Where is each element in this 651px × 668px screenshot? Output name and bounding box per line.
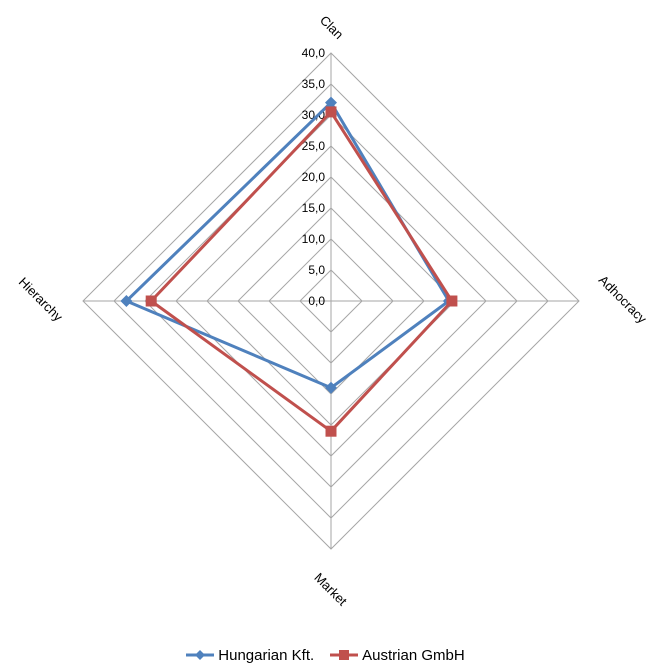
radar-chart: 0,0 5,0 10,0 15,0 20,0 25,0 30,0 35,0 40,0 Clan A…	[16, 12, 650, 609]
tick-label-2: 10,0	[302, 232, 326, 246]
legend-label-austrian: Austrian GmbH	[362, 646, 465, 664]
legend-label-hungarian: Hungarian Kft.	[218, 646, 315, 664]
tick-label-4: 20,0	[302, 170, 326, 184]
series-1-point-adhocracy	[446, 295, 458, 307]
legend: Hungarian Kft. Austrian GmbH	[0, 644, 651, 666]
axis-label-market: Market	[311, 570, 350, 609]
axis-label-hierarchy: Hierarchy	[16, 274, 66, 324]
legend-item-austrian: Austrian GmbH	[330, 647, 465, 664]
legend-swatch-austrian	[330, 650, 359, 660]
series-1-point-hierarchy	[145, 295, 157, 307]
series-1	[145, 106, 458, 437]
radar-grid	[82, 52, 580, 550]
series-0-point-market	[325, 381, 337, 394]
radar-series	[120, 96, 458, 437]
axis-label-clan: Clan	[317, 12, 347, 42]
tick-label-8: 40,0	[302, 46, 326, 60]
series-0-point-hierarchy	[120, 295, 133, 307]
tick-label-5: 25,0	[302, 139, 326, 153]
series-line-0	[124, 101, 451, 390]
series-1-point-market	[325, 425, 337, 437]
series-0-point-clan	[325, 96, 337, 109]
tick-label-6: 30,0	[302, 108, 326, 122]
legend-item-hungarian: Hungarian Kft.	[186, 647, 314, 664]
tick-label-3: 15,0	[302, 201, 326, 215]
tick-label-0: 0,0	[308, 294, 325, 308]
tick-label-7: 35,0	[302, 77, 326, 91]
radar-tick-labels: 0,0 5,0 10,0 15,0 20,0 25,0 30,0 35,0 40,0	[302, 46, 326, 308]
series-1-point-clan	[325, 106, 337, 118]
legend-swatch-hungarian	[186, 650, 215, 660]
series-0	[120, 96, 455, 394]
tick-label-1: 5,0	[308, 263, 325, 277]
axis-label-adhocracy: Adhocracy	[596, 272, 650, 326]
